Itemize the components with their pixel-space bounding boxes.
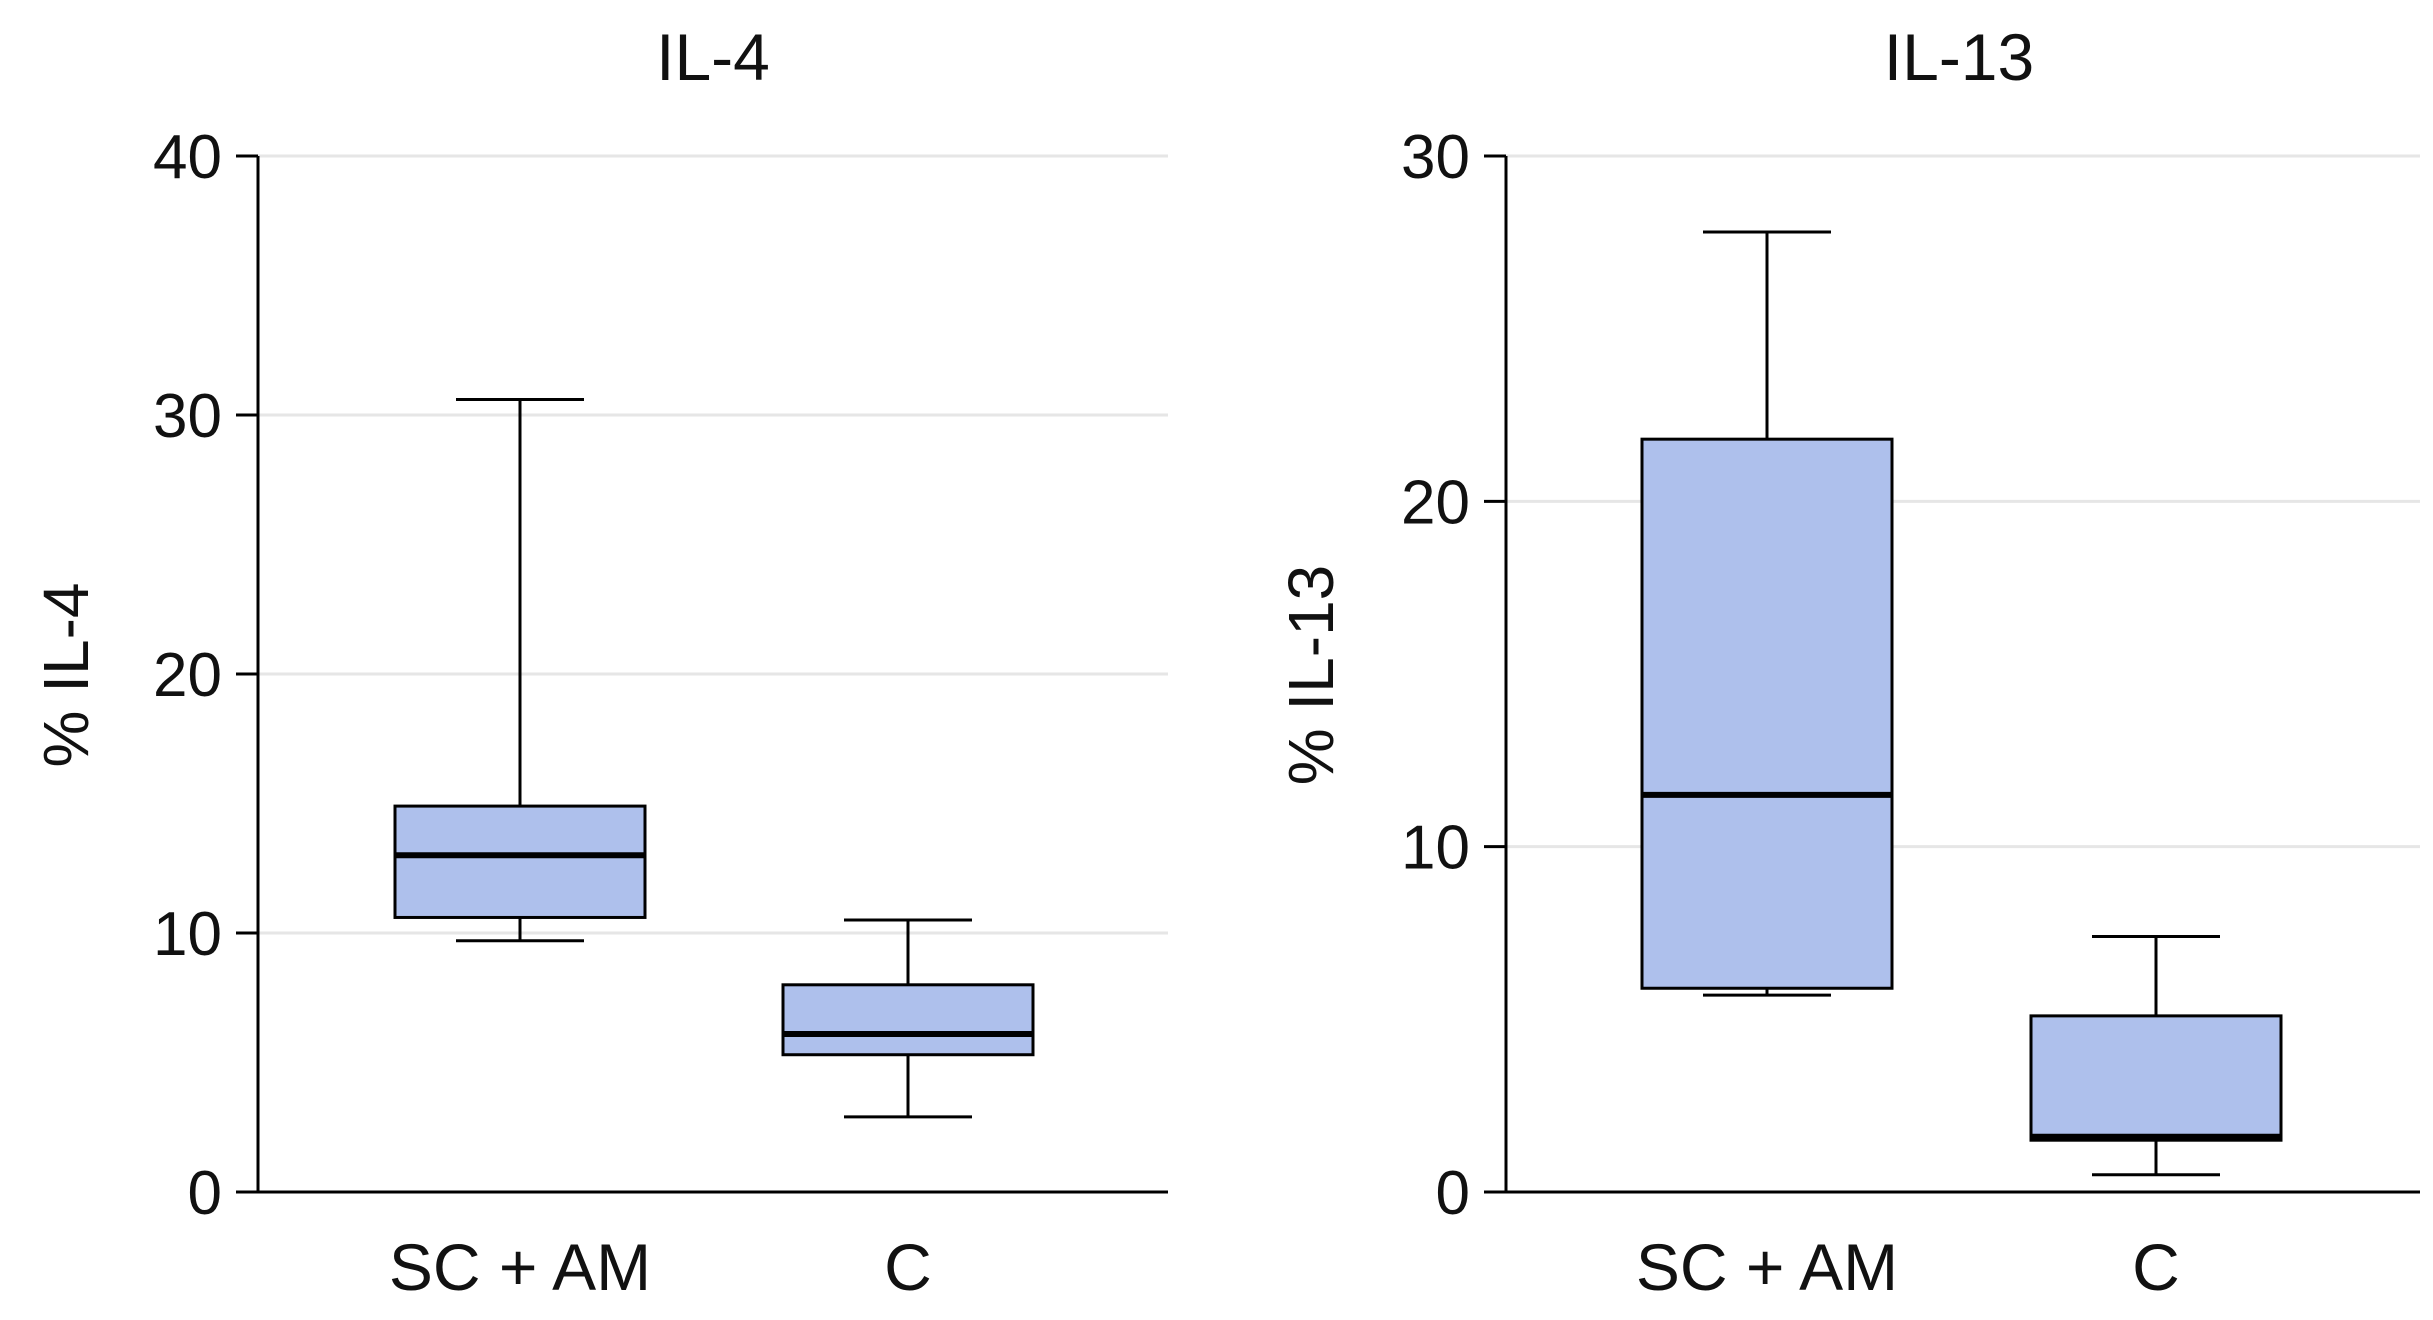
box-layer	[1640, 230, 2283, 1177]
y-ticks: 0 10 20 30 40	[153, 123, 258, 1228]
y-tick-label: 10	[1401, 814, 1470, 883]
iqr-box	[1640, 437, 1894, 990]
y-tick-label: 20	[153, 641, 222, 710]
panel-title: IL-13	[1884, 20, 2034, 94]
iqr-box	[2029, 1014, 2283, 1142]
y-ticks: 0 10 20 30	[1401, 123, 1506, 1228]
box-plot-c	[2029, 934, 2283, 1177]
y-tick-label: 40	[153, 123, 222, 192]
box-plot-sc-am	[1640, 230, 1894, 997]
y-tick-label: 30	[1401, 123, 1470, 192]
y-axis-title: % IL-4	[30, 583, 102, 768]
axis-layer	[1504, 156, 2420, 1194]
x-category-labels: SC + AM C	[1636, 1230, 2180, 1304]
box-plot-c	[781, 918, 1035, 1119]
y-tick-label: 0	[1436, 1159, 1470, 1228]
y-tick-label: 30	[153, 382, 222, 451]
panel-il4: IL-4 % IL-4 0 10 20 30 40 SC + AM C	[30, 20, 1168, 1304]
x-category-label: C	[884, 1230, 932, 1304]
panel-title: IL-4	[656, 20, 770, 94]
box-layer	[393, 397, 1035, 1119]
y-tick-label: 10	[153, 900, 222, 969]
x-category-label: SC + AM	[389, 1230, 651, 1304]
x-category-labels: SC + AM C	[389, 1230, 932, 1304]
x-category-label: SC + AM	[1636, 1230, 1898, 1304]
grid-layer	[258, 154, 1168, 935]
y-tick-label: 0	[188, 1159, 222, 1228]
iqr-box	[781, 983, 1035, 1057]
box-plot-sc-am	[393, 397, 647, 943]
iqr-box	[393, 804, 647, 919]
panel-il13: IL-13 % IL-13 0 10 20 30 SC + AM C	[1275, 20, 2420, 1304]
y-tick-label: 20	[1401, 468, 1470, 537]
x-category-label: C	[2132, 1230, 2180, 1304]
y-axis-title: % IL-13	[1275, 565, 1347, 786]
